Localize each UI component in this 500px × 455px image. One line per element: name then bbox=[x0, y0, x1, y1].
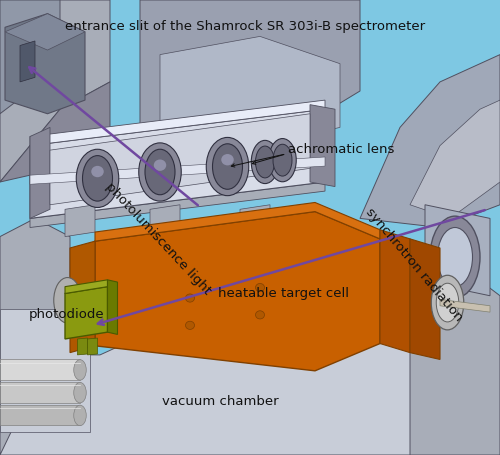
Polygon shape bbox=[425, 205, 490, 296]
Polygon shape bbox=[0, 309, 90, 432]
Ellipse shape bbox=[273, 144, 292, 176]
Polygon shape bbox=[30, 182, 325, 228]
Polygon shape bbox=[240, 205, 270, 237]
Ellipse shape bbox=[91, 166, 104, 177]
Polygon shape bbox=[50, 114, 310, 205]
Ellipse shape bbox=[74, 359, 86, 380]
Polygon shape bbox=[410, 100, 500, 218]
Polygon shape bbox=[5, 14, 85, 114]
Polygon shape bbox=[150, 205, 180, 237]
Polygon shape bbox=[95, 202, 380, 241]
Polygon shape bbox=[0, 0, 110, 182]
Polygon shape bbox=[410, 250, 500, 455]
Ellipse shape bbox=[74, 405, 86, 426]
Ellipse shape bbox=[145, 149, 175, 195]
Ellipse shape bbox=[256, 146, 274, 178]
Text: entrance slit of the Shamrock SR 303i-B spectrometer: entrance slit of the Shamrock SR 303i-B … bbox=[65, 20, 425, 33]
Polygon shape bbox=[0, 218, 70, 455]
Ellipse shape bbox=[154, 159, 166, 171]
Text: achromatic lens: achromatic lens bbox=[288, 143, 394, 156]
Polygon shape bbox=[30, 109, 325, 218]
Ellipse shape bbox=[76, 149, 119, 207]
Polygon shape bbox=[95, 212, 380, 371]
Polygon shape bbox=[108, 280, 118, 334]
Polygon shape bbox=[70, 241, 95, 353]
Polygon shape bbox=[30, 127, 50, 218]
Polygon shape bbox=[310, 105, 335, 187]
Ellipse shape bbox=[54, 278, 81, 323]
Polygon shape bbox=[30, 157, 325, 184]
Ellipse shape bbox=[206, 137, 249, 196]
Ellipse shape bbox=[431, 275, 464, 330]
Polygon shape bbox=[0, 82, 110, 182]
Polygon shape bbox=[65, 287, 108, 339]
Polygon shape bbox=[30, 100, 325, 146]
Polygon shape bbox=[5, 14, 85, 50]
Text: heatable target cell: heatable target cell bbox=[218, 287, 348, 300]
Text: photodiode: photodiode bbox=[29, 308, 104, 321]
Polygon shape bbox=[0, 359, 80, 380]
Polygon shape bbox=[65, 205, 95, 237]
Ellipse shape bbox=[430, 216, 480, 298]
Polygon shape bbox=[0, 382, 80, 403]
Text: photolumiscence light: photolumiscence light bbox=[102, 180, 213, 297]
Ellipse shape bbox=[256, 311, 264, 319]
Polygon shape bbox=[380, 230, 410, 353]
Ellipse shape bbox=[252, 140, 279, 184]
Ellipse shape bbox=[436, 283, 459, 322]
Ellipse shape bbox=[186, 321, 194, 329]
Polygon shape bbox=[65, 280, 108, 293]
Ellipse shape bbox=[269, 138, 296, 182]
Ellipse shape bbox=[256, 283, 264, 292]
Polygon shape bbox=[140, 0, 360, 146]
Ellipse shape bbox=[82, 156, 112, 201]
Polygon shape bbox=[360, 55, 500, 228]
Ellipse shape bbox=[221, 154, 234, 165]
Ellipse shape bbox=[139, 143, 181, 201]
Text: vacuum chamber: vacuum chamber bbox=[162, 395, 279, 408]
Polygon shape bbox=[160, 36, 340, 146]
Polygon shape bbox=[0, 237, 500, 455]
Polygon shape bbox=[0, 0, 60, 114]
Ellipse shape bbox=[212, 144, 242, 189]
Text: synchrotron radiation: synchrotron radiation bbox=[362, 206, 464, 324]
Polygon shape bbox=[440, 299, 490, 312]
Ellipse shape bbox=[74, 382, 86, 403]
Polygon shape bbox=[0, 405, 80, 425]
Ellipse shape bbox=[186, 294, 194, 302]
Polygon shape bbox=[78, 338, 88, 355]
Polygon shape bbox=[20, 41, 35, 82]
Polygon shape bbox=[410, 239, 440, 359]
Polygon shape bbox=[88, 338, 98, 355]
Ellipse shape bbox=[438, 228, 472, 287]
